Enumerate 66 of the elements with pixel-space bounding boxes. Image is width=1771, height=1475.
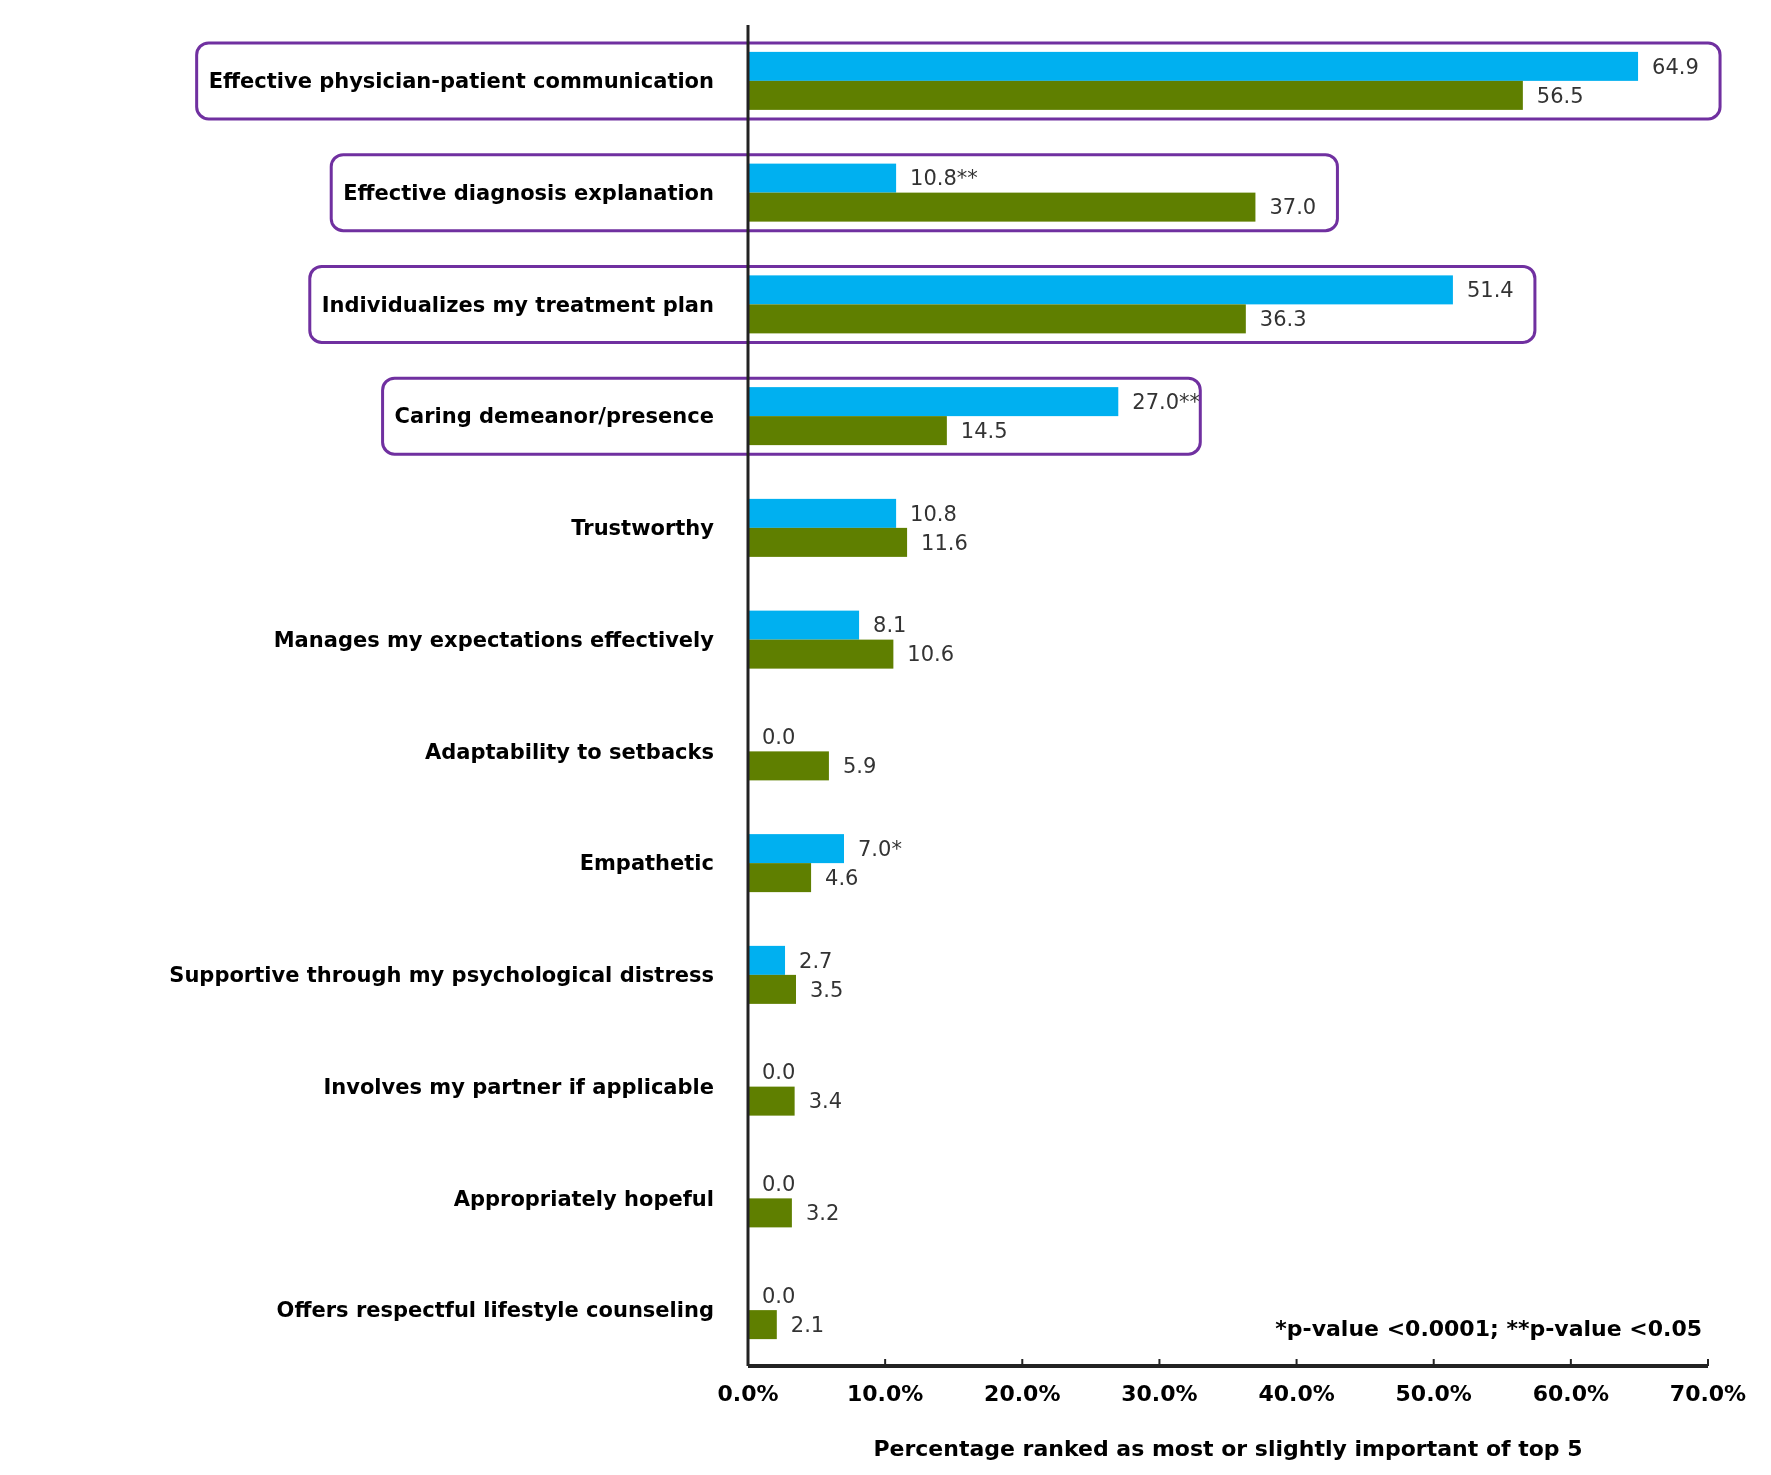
data-label: 51.4 bbox=[1466, 278, 1514, 303]
bar bbox=[748, 974, 796, 1004]
data-label: 7.0* bbox=[858, 836, 902, 861]
y-tick-label: Supportive through my psychological distress bbox=[169, 963, 714, 988]
bar bbox=[748, 163, 897, 193]
data-label: 64.9 bbox=[1652, 54, 1699, 79]
bar bbox=[748, 863, 812, 893]
bar bbox=[748, 527, 908, 557]
bar bbox=[748, 834, 844, 864]
bar bbox=[748, 751, 829, 781]
data-label: 0.0 bbox=[762, 1060, 796, 1085]
x-tick-label: 30.0% bbox=[1121, 1381, 1198, 1406]
y-tick-label: Effective diagnosis explanation bbox=[343, 180, 714, 205]
data-label: 3.5 bbox=[810, 977, 844, 1002]
bar bbox=[748, 610, 860, 640]
bar bbox=[748, 387, 1119, 417]
y-tick-label: Involves my partner if applicable bbox=[323, 1074, 714, 1099]
data-label: 10.8 bbox=[910, 501, 957, 526]
bar bbox=[748, 639, 894, 669]
data-label: 56.5 bbox=[1536, 83, 1584, 108]
data-label: 36.3 bbox=[1259, 307, 1307, 332]
data-label: 8.1 bbox=[873, 613, 907, 638]
x-tick-label: 70.0% bbox=[1669, 1381, 1747, 1406]
bar bbox=[748, 945, 786, 975]
bar bbox=[748, 1198, 792, 1228]
y-tick-label: Effective physician-patient communication bbox=[208, 69, 714, 94]
data-label: 2.1 bbox=[790, 1312, 825, 1337]
bar bbox=[748, 498, 897, 528]
data-label: 10.8** bbox=[910, 166, 978, 191]
bar bbox=[748, 80, 1523, 110]
data-label: 11.6 bbox=[921, 530, 968, 555]
x-tick-label: 10.0% bbox=[846, 1381, 924, 1406]
y-tick-label: Adaptability to setbacks bbox=[424, 739, 714, 764]
data-label: 14.5 bbox=[960, 418, 1008, 443]
bar bbox=[748, 275, 1453, 305]
y-tick-label: Empathetic bbox=[579, 851, 714, 876]
data-label: 4.6 bbox=[825, 865, 859, 890]
data-label: 10.6 bbox=[907, 642, 955, 667]
bar bbox=[748, 416, 947, 446]
y-tick-label: Manages my expectations effectively bbox=[273, 627, 715, 652]
bar bbox=[748, 304, 1246, 334]
bar bbox=[748, 192, 1256, 222]
data-label: 37.0 bbox=[1269, 195, 1317, 220]
data-label: 0.0 bbox=[762, 1172, 796, 1197]
x-tick-label: 50.0% bbox=[1395, 1381, 1472, 1406]
y-tick-label: Offers respectful lifestyle counseling bbox=[276, 1298, 714, 1323]
y-tick-label: Trustworthy bbox=[571, 516, 715, 541]
data-label: 3.4 bbox=[808, 1089, 843, 1114]
annotation: *p-value <0.0001; **p-value <0.05 bbox=[1275, 1316, 1702, 1341]
data-label: 0.0 bbox=[762, 725, 796, 750]
data-label: 27.0** bbox=[1132, 389, 1201, 414]
y-tick-label: Appropriately hopeful bbox=[453, 1186, 714, 1211]
y-tick-label: Caring demeanor/presence bbox=[394, 404, 714, 429]
data-label: 5.9 bbox=[842, 754, 877, 779]
x-tick-label: 60.0% bbox=[1532, 1381, 1610, 1406]
bar bbox=[748, 1086, 795, 1116]
bar bbox=[748, 1310, 777, 1340]
bar bbox=[748, 51, 1639, 81]
x-tick-label: 40.0% bbox=[1258, 1381, 1335, 1406]
x-tick-label: 0.0% bbox=[717, 1381, 779, 1406]
x-tick-label: 20.0% bbox=[984, 1381, 1061, 1406]
data-label: 2.7 bbox=[799, 948, 833, 973]
x-axis-title: Percentage ranked as most or slightly important of top 5 bbox=[873, 1436, 1583, 1461]
data-label: 0.0 bbox=[762, 1283, 796, 1308]
y-tick-label: Individualizes my treatment plan bbox=[321, 292, 714, 317]
data-label: 3.2 bbox=[805, 1201, 840, 1226]
